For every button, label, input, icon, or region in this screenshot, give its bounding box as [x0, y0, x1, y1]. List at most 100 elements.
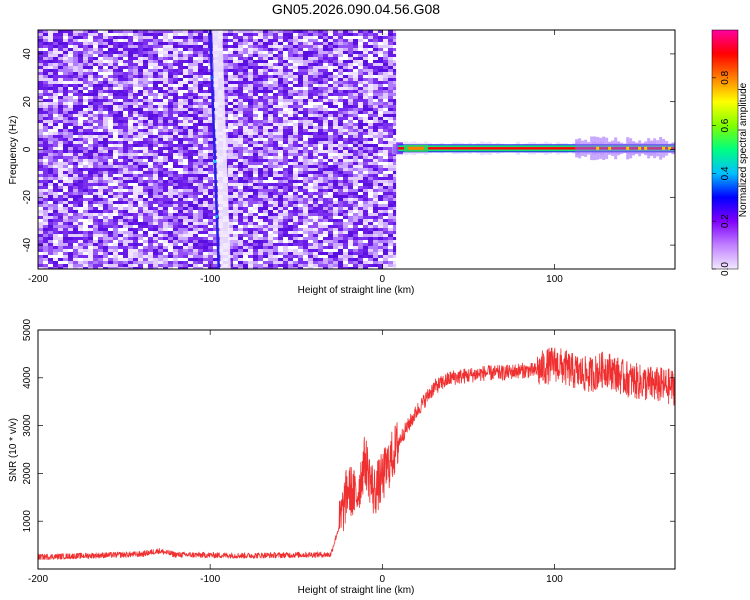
- heatmap-cell: [133, 45, 138, 48]
- heatmap-cell: [173, 138, 178, 141]
- heatmap-cell: [208, 126, 213, 129]
- heatmap-cell: [248, 255, 253, 258]
- heatmap-cell: [208, 258, 213, 261]
- heatmap-cell: [268, 153, 273, 156]
- heatmap-cell: [233, 177, 238, 180]
- heatmap-cell: [253, 156, 258, 159]
- heatmap-cell: [168, 84, 173, 87]
- heatmap-cell: [303, 192, 308, 195]
- heatmap-cell: [258, 39, 263, 42]
- heatmap-cell: [118, 204, 123, 207]
- heatmap-cell: [153, 195, 158, 198]
- heatmap-cell: [108, 75, 113, 78]
- heatmap-cell: [98, 183, 103, 186]
- heatmap-cell: [303, 129, 308, 132]
- heatmap-cell: [113, 72, 118, 75]
- heatmap-cell: [333, 237, 338, 240]
- heatmap-cell: [148, 183, 153, 186]
- heatmap-cell: [43, 258, 48, 261]
- heatmap-cell: [98, 255, 103, 258]
- heatmap-cell: [293, 153, 298, 156]
- heatmap-cell: [223, 96, 228, 99]
- heatmap-cell: [193, 156, 198, 159]
- heatmap-cell: [178, 153, 183, 156]
- heatmap-cell: [238, 216, 243, 219]
- heatmap-cell: [193, 72, 198, 75]
- heatmap-cell: [93, 168, 98, 171]
- heatmap-cell: [303, 153, 308, 156]
- heatmap-cell: [143, 96, 148, 99]
- heatmap-cell: [128, 108, 133, 111]
- heatmap-cell: [133, 159, 138, 162]
- heatmap-cell: [73, 99, 78, 102]
- heatmap-cell: [303, 96, 308, 99]
- heatmap-cell: [153, 177, 158, 180]
- heatmap-cell: [113, 66, 118, 69]
- heatmap-cell: [323, 114, 328, 117]
- heatmap-cell: [98, 216, 103, 219]
- heatmap-cell: [58, 258, 63, 261]
- heatmap-cell: [343, 57, 348, 60]
- heatmap-cell: [188, 204, 193, 207]
- heatmap-cell: [268, 195, 273, 198]
- heatmap-cell: [78, 186, 83, 189]
- heatmap-cell: [268, 111, 273, 114]
- heatmap-cell: [333, 159, 338, 162]
- heatmap-cell: [108, 78, 113, 81]
- heatmap-cell: [173, 126, 178, 129]
- heatmap-cell: [168, 78, 173, 81]
- heatmap-cell: [298, 114, 303, 117]
- heatmap-cell: [273, 102, 278, 105]
- heatmap-cell: [53, 201, 58, 204]
- heatmap-cell: [108, 99, 113, 102]
- heatmap-cell: [283, 39, 288, 42]
- heatmap-cell: [58, 213, 63, 216]
- heatmap-cell: [103, 126, 108, 129]
- heatmap-cell: [138, 261, 143, 264]
- heatmap-cell: [313, 45, 318, 48]
- heatmap-cell: [193, 180, 198, 183]
- heatmap-cell: [183, 237, 188, 240]
- heatmap-cell: [298, 204, 303, 207]
- heatmap-cell: [163, 81, 168, 84]
- heatmap-cell: [143, 210, 148, 213]
- heatmap-cell: [148, 66, 153, 69]
- heatmap-cell: [283, 189, 288, 192]
- heatmap-cell: [58, 105, 63, 108]
- heatmap-cell: [343, 264, 348, 267]
- heatmap-cell: [243, 231, 248, 234]
- heatmap-cell: [283, 180, 288, 183]
- heatmap-cell: [108, 162, 113, 165]
- heatmap-cell: [293, 87, 298, 90]
- heatmap-cell: [123, 63, 128, 66]
- heatmap-cell: [258, 84, 263, 87]
- heatmap-cell: [288, 150, 293, 153]
- heatmap-cell: [163, 213, 168, 216]
- heatmap-cell: [73, 255, 78, 258]
- heatmap-cell: [38, 69, 43, 72]
- heatmap-cell: [318, 249, 323, 252]
- heatmap-cell: [233, 192, 238, 195]
- heatmap-cell: [103, 195, 108, 198]
- heatmap-cell: [263, 129, 268, 132]
- heatmap-cell: [158, 204, 163, 207]
- heatmap-cell: [153, 210, 158, 213]
- heatmap-cell: [158, 126, 163, 129]
- heatmap-cell: [148, 228, 153, 231]
- heatmap-cell: [58, 201, 63, 204]
- heatmap-cell: [228, 153, 233, 156]
- heatmap-cell: [48, 180, 53, 183]
- heatmap-cell: [313, 102, 318, 105]
- heatmap-cell: [203, 66, 208, 69]
- heatmap-cell: [343, 54, 348, 57]
- heatmap-cell: [188, 258, 193, 261]
- heatmap-cell: [188, 186, 193, 189]
- heatmap-cell: [343, 114, 348, 117]
- heatmap-cell: [73, 54, 78, 57]
- heatmap-cell: [108, 36, 113, 39]
- heatmap-cell: [63, 60, 68, 63]
- heatmap-cell: [53, 174, 58, 177]
- heatmap-cell: [208, 141, 213, 144]
- heatmap-cell: [123, 261, 128, 264]
- heatmap-cell: [48, 111, 53, 114]
